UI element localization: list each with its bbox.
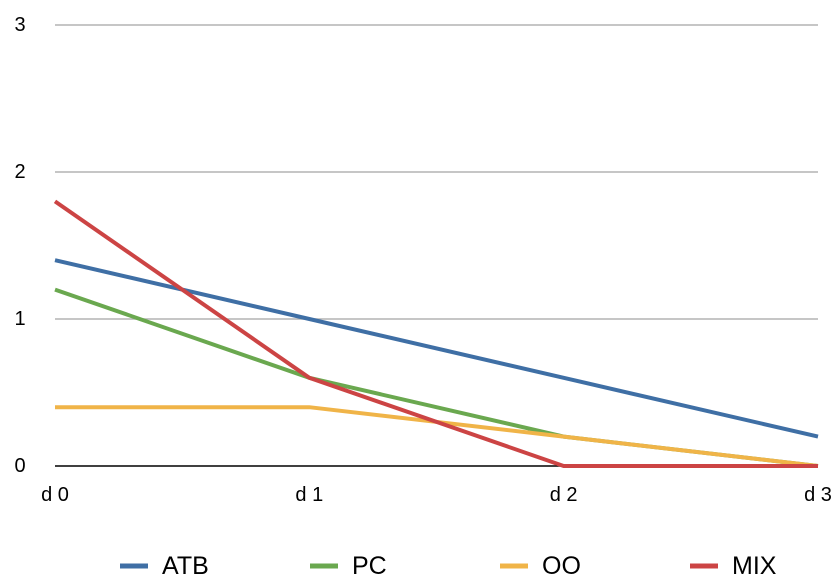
series-line-oo [55, 405, 819, 468]
x-tick-label: d 1 [295, 484, 323, 506]
x-tick-label: d 3 [804, 484, 832, 506]
x-tick-label: d 0 [41, 484, 69, 506]
series-line-atb [54, 258, 819, 439]
x-axis-tick-labels: d 0 d 1 d 2 d 3 [41, 484, 832, 506]
y-axis-tick-labels: 0 1 2 3 [14, 14, 25, 477]
series-lines [53, 199, 819, 468]
legend-item-pc: PC [310, 552, 387, 577]
y-tick-label: 1 [14, 308, 25, 330]
x-tick-label: d 2 [550, 484, 578, 506]
legend-item-atb: ATB [120, 552, 209, 577]
legend-label: ATB [162, 552, 209, 577]
legend: ATB PC OO MIX [120, 552, 777, 577]
grid-lines [55, 24, 818, 467]
series-line-mix [53, 199, 818, 468]
legend-label: PC [352, 552, 387, 577]
y-tick-label: 0 [14, 455, 25, 477]
y-tick-label: 2 [14, 161, 25, 183]
legend-label: MIX [732, 552, 777, 577]
y-tick-label: 3 [14, 14, 25, 36]
legend-item-mix: MIX [690, 552, 777, 577]
series-line-pc [54, 287, 819, 468]
legend-label: OO [542, 552, 581, 577]
legend-item-oo: OO [500, 552, 581, 577]
